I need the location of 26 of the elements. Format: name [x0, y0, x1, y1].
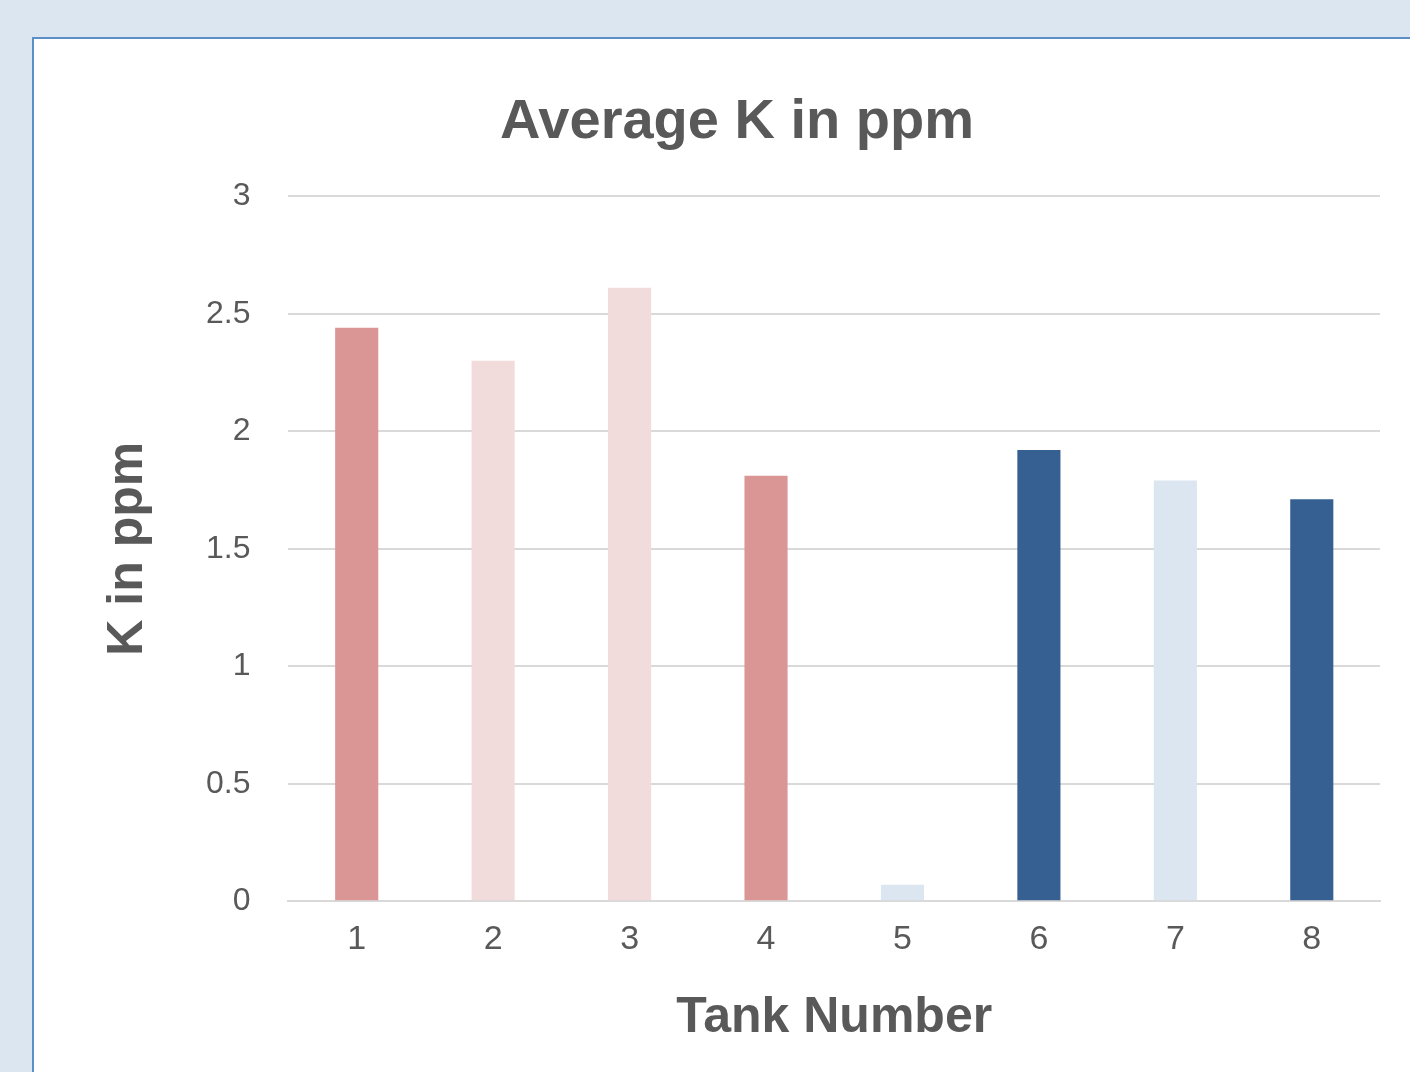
- bar: [880, 884, 925, 901]
- bar: [471, 360, 515, 901]
- y-tick-label: 2: [232, 411, 251, 448]
- bar: [1017, 450, 1061, 901]
- x-tick-label: 4: [756, 917, 776, 956]
- y-tick-label: 2.5: [206, 293, 251, 330]
- x-tick-label: 1: [347, 917, 367, 956]
- x-tick-label: 7: [1165, 917, 1185, 956]
- y-tick-label: 1.5: [206, 528, 251, 565]
- x-axis-title: Tank Number: [676, 986, 993, 1043]
- bar: [608, 287, 652, 901]
- chart-title: Average K in ppm: [499, 87, 975, 151]
- bar: [335, 327, 379, 901]
- x-tick-label: 2: [483, 917, 503, 956]
- y-tick-label: 3: [232, 176, 251, 213]
- x-tick-label: 6: [1029, 917, 1049, 956]
- y-axis-title: K in ppm: [96, 441, 153, 656]
- y-tick-label: 0: [232, 881, 251, 918]
- x-tick-label: 5: [893, 917, 912, 956]
- bar: [1153, 480, 1197, 901]
- bar: [744, 475, 788, 901]
- y-tick-label: 1: [232, 646, 251, 683]
- x-tick-label: 8: [1302, 917, 1322, 956]
- x-tick-label: 3: [620, 917, 640, 956]
- y-tick-label: 0.5: [206, 763, 251, 800]
- bar: [1290, 499, 1334, 901]
